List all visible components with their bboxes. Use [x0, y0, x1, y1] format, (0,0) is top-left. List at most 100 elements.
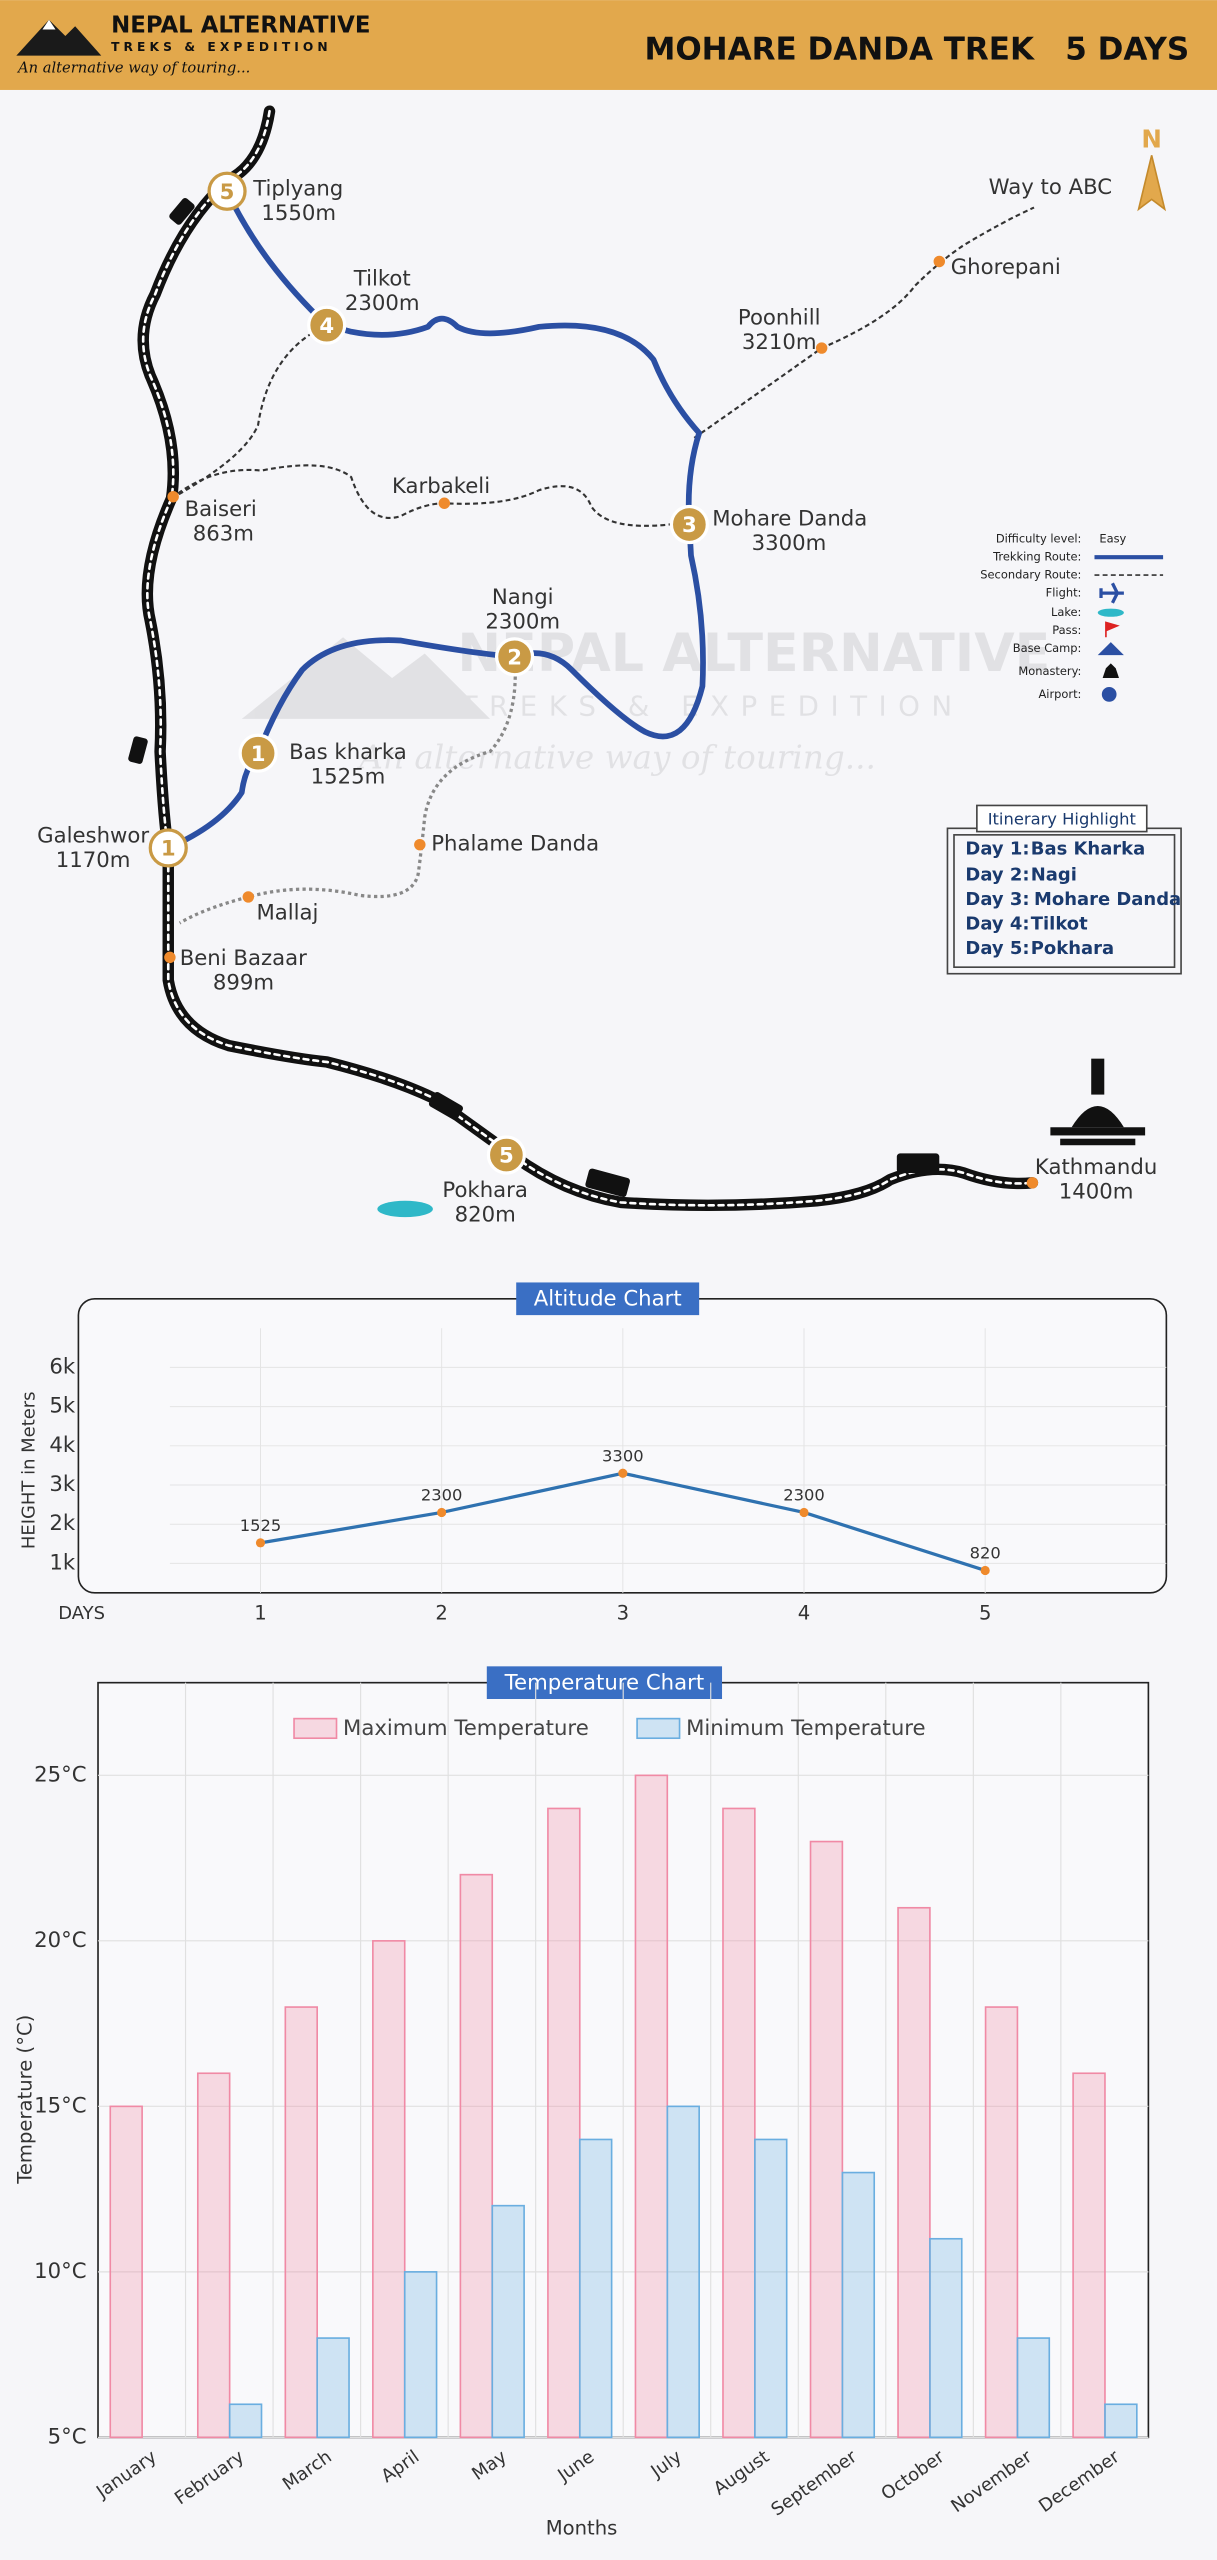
legend-airport-icon [1101, 687, 1117, 702]
x-axis-label: Months [546, 2516, 618, 2539]
y-tick-label: 10°C [34, 2259, 86, 2284]
secondary-route [178, 656, 517, 925]
legend-value: Easy [1099, 532, 1126, 546]
place-altitude: 899m [213, 971, 274, 996]
itinerary-place: Tilkot [1031, 914, 1088, 935]
stupa-dome [1071, 1106, 1124, 1128]
legend-label: Difficulty level: [996, 532, 1082, 546]
bar [403, 2271, 438, 2439]
place-altitude: 2300m [345, 291, 420, 316]
watermark-subbrand: TREKS & EXPEDITION [460, 689, 964, 722]
stop-marker [494, 637, 535, 677]
bar [228, 2403, 263, 2439]
vehicle-icon [169, 197, 195, 225]
compass-arrow [1137, 155, 1167, 212]
bar [1104, 2403, 1138, 2439]
itinerary-day: Day 5: [965, 938, 1029, 959]
place-dot [933, 255, 946, 268]
place-altitude: 1550m [261, 201, 336, 226]
bar [841, 2171, 876, 2439]
itinerary-title-box [976, 804, 1148, 833]
place-name: Bas kharka [289, 740, 407, 765]
bar [316, 2337, 350, 2439]
place-name: Ghorepani [951, 255, 1061, 280]
vehicle-icon [128, 736, 148, 764]
place-altitude: 820m [455, 1202, 516, 1227]
y-tick-label: 3k [49, 1472, 76, 1497]
altitude-point [618, 1468, 628, 1478]
bar [1016, 2337, 1051, 2439]
bus-icon [896, 1153, 940, 1174]
x-tick-label: January [92, 2446, 161, 2503]
temperature-title-box [486, 1666, 723, 1700]
place-altitude: 3210m [742, 330, 817, 355]
place-dot [242, 891, 255, 903]
stop-number: 4 [319, 314, 334, 339]
bar [809, 1840, 844, 2439]
place-altitude: 1170m [56, 848, 131, 873]
subbrand: TREKS & EXPEDITION [111, 40, 332, 54]
x-tick-label: 2 [435, 1602, 447, 1625]
place-dot [815, 342, 828, 354]
secondary-route [170, 464, 690, 527]
x-axis-label: DAYS [58, 1603, 105, 1624]
x-tick-label: 1 [254, 1602, 266, 1625]
legend-label: Base Camp: [1013, 641, 1082, 655]
logo-snow [42, 19, 56, 30]
x-tick-label: December [1035, 2446, 1124, 2517]
y-tick-label: 2k [49, 1511, 76, 1536]
place-altitude: 1400m [1059, 1180, 1134, 1205]
place-name: Phalame Danda [431, 832, 599, 857]
place-dot [414, 838, 426, 851]
itinerary-day: Day 3: [965, 889, 1029, 910]
bar [578, 2138, 613, 2439]
stop-marker [238, 733, 278, 773]
bar [109, 2105, 143, 2439]
altitude-point [255, 1538, 266, 1548]
watermark-logo [241, 637, 491, 719]
itinerary-place: Mohare Danda [1034, 889, 1181, 910]
stop-marker [307, 305, 347, 345]
y-tick-label: 20°C [34, 1928, 86, 1953]
bar [459, 1873, 494, 2439]
x-tick-label: June [553, 2446, 598, 2486]
x-tick-label: 5 [979, 1602, 991, 1625]
stupa-icon [1050, 1058, 1146, 1146]
bar [722, 1807, 756, 2439]
header-bar [0, 0, 1217, 90]
legend-label: Lake: [1051, 605, 1081, 619]
stop-number: 5 [499, 1144, 514, 1169]
place-name: Nangi [492, 585, 554, 610]
value-label: 820 [970, 1544, 1001, 1563]
tagline: An alternative way of touring... [16, 60, 250, 77]
map-legend: Difficulty level: Easy Trekking Route: S… [980, 532, 1164, 702]
place-dot [167, 490, 179, 503]
legend-label: Secondary Route: [980, 568, 1081, 582]
place-name: Galeshwor [37, 823, 149, 848]
place-name: Kathmandu [1035, 1155, 1157, 1180]
compass-label: N [1141, 125, 1162, 154]
bar [491, 2204, 525, 2439]
y-tick-label: 1k [49, 1550, 76, 1575]
itinerary-place: Pokhara [1031, 938, 1114, 959]
x-tick-label: September [768, 2446, 862, 2520]
place-name: Baiseri [185, 497, 257, 522]
legend-flight-icon [1099, 582, 1124, 604]
place-altitude: 863m [193, 521, 254, 546]
itinerary-day: Day 2: [965, 865, 1029, 886]
y-tick-label: 5°C [48, 2424, 87, 2449]
place-name: Tiplyang [252, 177, 343, 202]
bar [897, 1906, 931, 2439]
legend-lake-icon [1097, 608, 1124, 617]
stupa-base [1060, 1138, 1136, 1146]
itinerary-box-inner [953, 834, 1176, 968]
place-altitude: 3300m [752, 531, 827, 556]
x-tick-label: October [877, 2446, 948, 2505]
legend-swatch [636, 1717, 681, 1740]
itinerary-day: Day 4: [965, 914, 1029, 935]
value-label: 3300 [602, 1446, 644, 1465]
itinerary-title: Itinerary Highlight [988, 810, 1137, 829]
altitude-title: Altitude Chart [534, 1287, 682, 1312]
bar [666, 2105, 700, 2439]
x-tick-label: May [468, 2446, 511, 2485]
